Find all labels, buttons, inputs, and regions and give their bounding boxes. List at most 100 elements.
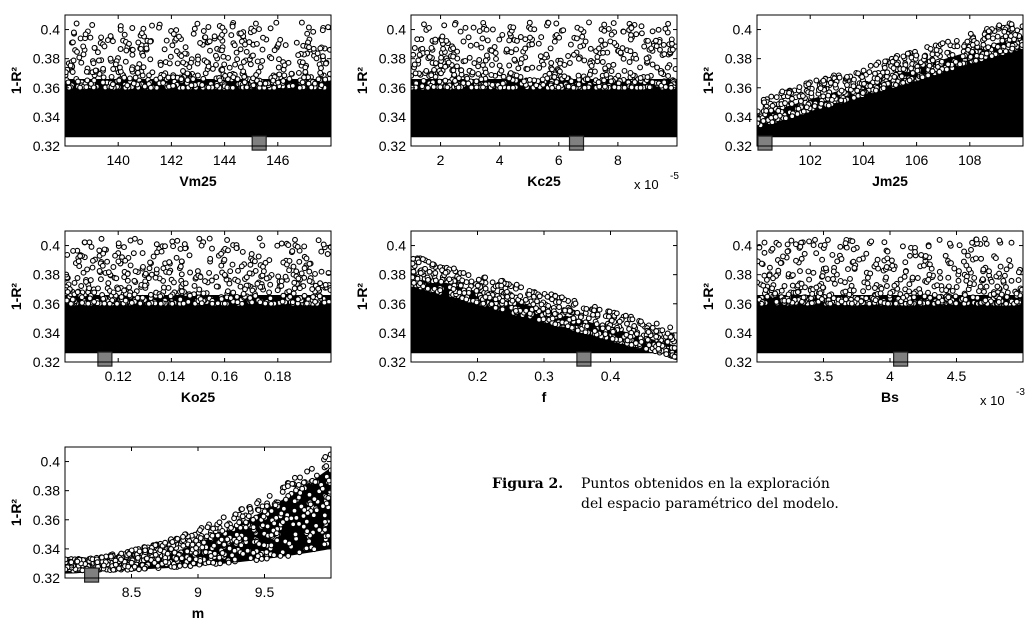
scatter-point [820,77,827,84]
scatter-point [168,546,175,552]
scatter-point [118,556,124,563]
scatter-point [75,78,81,85]
scatter-point [798,255,805,262]
scatter-point [973,236,980,243]
scatter-point [203,533,210,540]
scatter-point [157,62,164,68]
scatter-point [781,283,788,289]
scatter-point [211,542,217,549]
scatter-point [883,264,890,270]
scatter-point [219,47,225,54]
scatter-point [188,82,195,89]
scatter-point [858,298,865,305]
scatter-point [207,255,214,262]
scatter-point [276,56,282,63]
scatter-point [233,245,240,252]
scatter-point [105,280,112,287]
scatter-point [74,48,80,55]
scatter-point [274,287,281,294]
scatter-point [551,310,558,317]
scatter-point [473,287,480,294]
scatter-point [199,544,206,551]
scatter-point [450,286,457,292]
scatter-point [466,54,473,61]
scatter-point [996,22,1003,29]
scatter-point [883,274,890,281]
scatter-point [540,81,547,88]
scatter-point [761,272,768,279]
scatter-point [583,305,590,312]
scatter-point [473,299,480,306]
scatter-point [450,67,457,74]
scatter-point [74,289,81,296]
scatter-point [300,479,307,486]
scatter-point [88,80,94,87]
scatter-point [219,550,226,556]
scatter-point [545,308,552,315]
scatter-point [482,57,489,64]
scatter-point [248,251,255,257]
scatter-point [573,35,580,42]
scatter-point [462,24,469,31]
scatter-point [421,21,427,28]
scatter-point [278,278,285,285]
scatter-point [131,563,138,570]
scatter-point [411,279,417,286]
scatter-point [916,299,923,306]
scatter-point [91,44,98,51]
scatter-point [147,38,154,45]
scatter-point [416,51,423,58]
scatter-point [182,562,189,569]
scatter-point [820,93,827,100]
scatter-point [863,295,870,302]
scatter-point [658,70,665,77]
scatter-point [973,52,980,59]
scatter-point [318,82,325,89]
scatter-point [311,546,318,553]
scatter-point [489,81,496,88]
x-exponent-label: x 10 [980,393,1005,408]
scatter-cloud [65,19,331,138]
y-tick-label: 0.34 [725,325,752,341]
scatter-point [110,566,117,573]
scatter-point [186,556,193,563]
scatter-point [298,270,305,277]
scatter-point [567,41,574,48]
scatter-point [325,532,331,539]
scatter-point [504,293,511,300]
scatter-point [230,74,237,81]
scatter-point [1019,42,1023,48]
scatter-point [956,242,963,249]
scatter-point [861,80,867,87]
scatter-point [138,30,145,37]
scatter-point [247,61,254,68]
scatter-point [850,94,857,101]
scatter-point [426,54,433,60]
scatter-point [303,518,310,525]
scatter-point [243,84,250,91]
scatter-point [290,521,297,528]
scatter-point [558,294,565,301]
scatter-point [859,90,866,96]
scatter-point [616,318,623,325]
scatter-point [247,555,254,562]
scatter-point [891,282,898,289]
scatter-point [824,237,831,243]
scatter-point [969,294,976,301]
scatter-point [317,69,324,76]
scatter-point [97,276,104,283]
scatter-point [77,84,84,91]
scatter-point [100,295,107,302]
scatter-point [325,24,331,31]
scatter-point [437,84,444,91]
scatter-point [288,70,295,77]
scatter-point [671,353,677,360]
scatter-cloud [411,19,677,138]
scatter-point [997,263,1004,270]
scatter-point [275,273,282,280]
scatter-point [819,273,826,280]
scatter-point [308,84,315,91]
scatter-point [290,263,297,270]
subplot-f: 0.32 0.34 0.36 0.38 0.4 0.2 0.3 0.4 f 1-R² [354,230,678,405]
scatter-point [492,304,499,311]
